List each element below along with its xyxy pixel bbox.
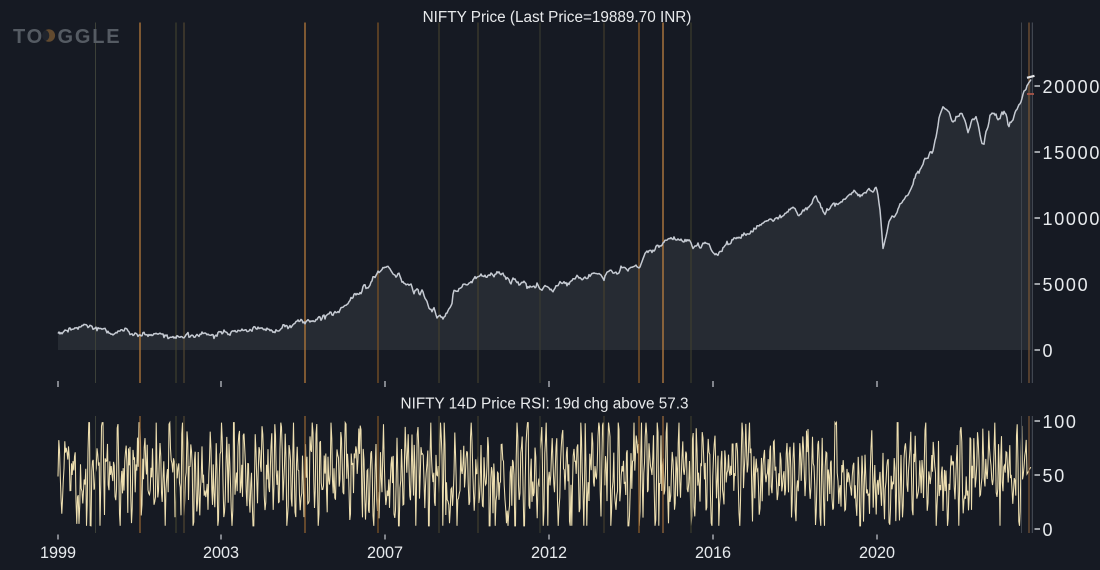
svg-text:2003: 2003 (203, 544, 239, 562)
svg-text:10000: 10000 (1043, 209, 1100, 229)
svg-text:2007: 2007 (367, 544, 403, 562)
svg-text:TO: TO (13, 26, 44, 48)
svg-text:NIFTY Price (Last Price=19889.: NIFTY Price (Last Price=19889.70 INR) (423, 9, 692, 26)
svg-text:0: 0 (1043, 341, 1055, 361)
svg-text:GGLE: GGLE (58, 26, 122, 48)
svg-text:20000: 20000 (1043, 77, 1100, 97)
svg-text:50: 50 (1043, 466, 1066, 486)
svg-text:0: 0 (1043, 520, 1055, 540)
svg-text:1999: 1999 (40, 544, 76, 562)
svg-text:5000: 5000 (1043, 275, 1090, 295)
svg-text:100: 100 (1043, 412, 1078, 432)
svg-text:2012: 2012 (531, 544, 567, 562)
svg-text:2020: 2020 (859, 544, 895, 562)
svg-text:2016: 2016 (695, 544, 731, 562)
svg-text:15000: 15000 (1043, 143, 1100, 163)
svg-text:NIFTY 14D Price RSI: 19d chg a: NIFTY 14D Price RSI: 19d chg above 57.3 (401, 395, 689, 412)
